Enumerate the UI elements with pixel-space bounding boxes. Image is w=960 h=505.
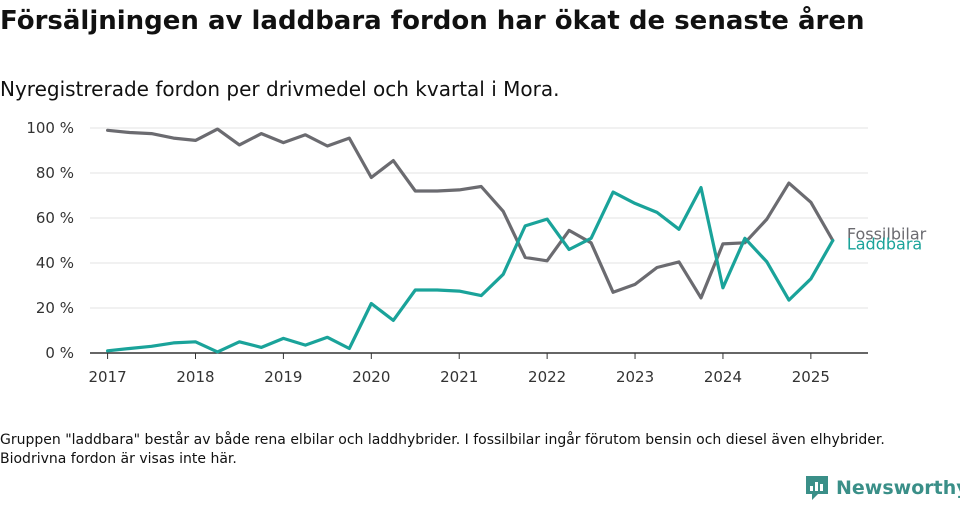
chart-subtitle: Nyregistrerade fordon per drivmedel och … — [0, 77, 560, 101]
series-line-fossilbilar — [105, 127, 835, 300]
series-lines — [105, 127, 835, 354]
y-tick-label: 20 % — [36, 299, 74, 317]
series-label-laddbara: Laddbara — [847, 235, 922, 254]
chart-title: Försäljningen av laddbara fordon har öka… — [0, 6, 865, 36]
x-axis: 2017 2018 2019 2020 2021 2022 2023 2024 2025 — [88, 352, 868, 386]
y-tick-label: 40 % — [36, 254, 74, 272]
series-label-fossilbilar: Fossilbilar — [847, 225, 927, 244]
y-axis: 0 % 20 % 40 % 60 % 80 % 100 % — [26, 119, 74, 362]
x-tick-label: 2023 — [616, 368, 654, 386]
y-tick-label: 100 % — [26, 119, 74, 137]
grid-lines — [90, 127, 868, 309]
y-tick-label: 60 % — [36, 209, 74, 227]
series-line-laddbara — [105, 186, 835, 354]
y-tick-label: 80 % — [36, 164, 74, 182]
footnote: Gruppen "laddbara" består av både rena e… — [0, 432, 885, 467]
x-tick-label: 2020 — [352, 368, 390, 386]
x-tick-label: 2024 — [704, 368, 742, 386]
x-tick-label: 2019 — [264, 368, 302, 386]
newsworthy-logo-icon — [806, 476, 828, 500]
line-chart: 0 % 20 % 40 % 60 % 80 % 100 % 2017 2018 2019 202… — [26, 119, 927, 386]
y-tick-label: 0 % — [45, 344, 74, 362]
x-tick-label: 2022 — [528, 368, 566, 386]
x-tick-label: 2017 — [88, 368, 126, 386]
x-tick-label: 2018 — [176, 368, 214, 386]
brand-name: Newsworthy — [836, 477, 960, 499]
brand-logo[interactable]: Newsworthy — [804, 474, 960, 502]
x-tick-label: 2021 — [440, 368, 478, 386]
x-tick-label: 2025 — [792, 368, 830, 386]
